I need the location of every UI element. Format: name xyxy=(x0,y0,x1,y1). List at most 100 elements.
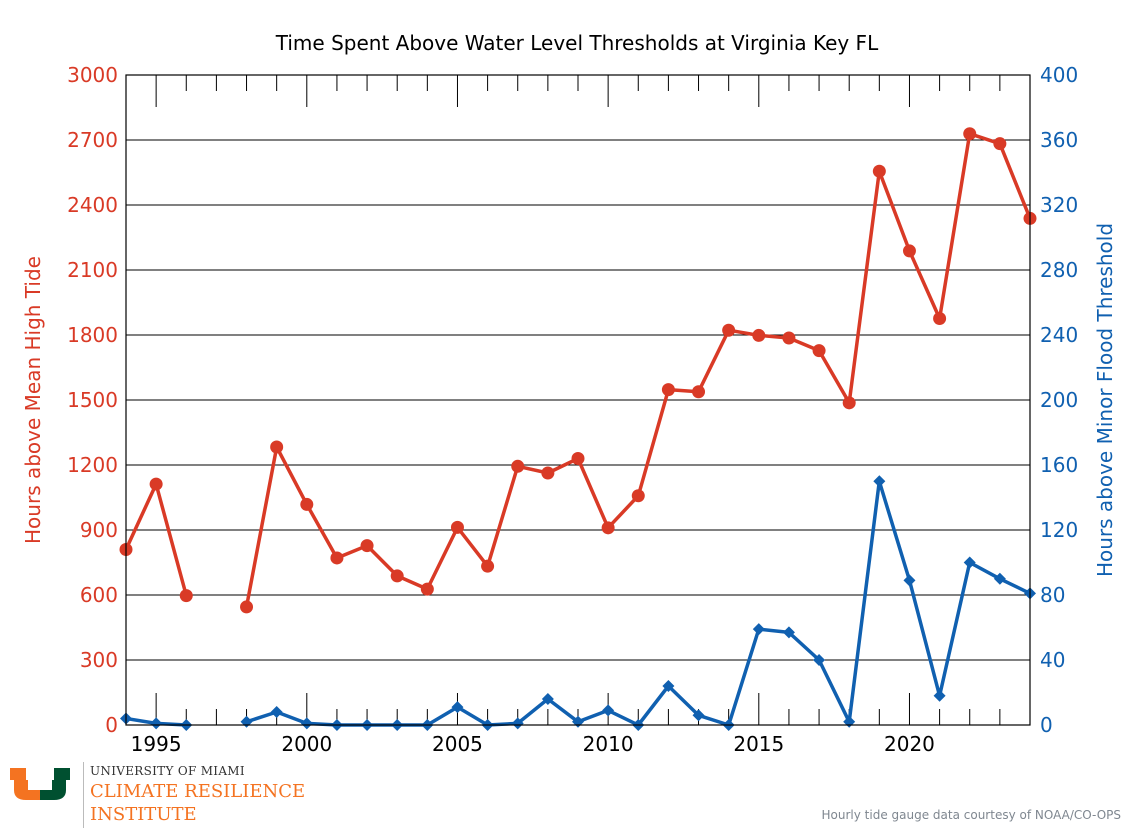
data-point xyxy=(390,569,404,583)
logo-divider xyxy=(83,762,84,828)
data-point xyxy=(150,717,163,730)
y-left-tick-label: 1800 xyxy=(67,323,118,347)
u-logo-green-curve xyxy=(40,780,66,800)
data-point xyxy=(873,475,886,488)
data-point xyxy=(541,466,555,480)
y-left-tick-label: 1200 xyxy=(67,453,118,477)
data-point xyxy=(812,344,826,358)
y-right-tick-label: 40 xyxy=(1040,648,1065,672)
data-point xyxy=(149,477,163,491)
data-point xyxy=(842,396,856,410)
y-left-tick-label: 900 xyxy=(80,518,118,542)
data-credit: Hourly tide gauge data courtesy of NOAA/… xyxy=(821,808,1121,822)
data-point xyxy=(692,385,706,399)
data-point xyxy=(782,331,796,345)
data-point xyxy=(963,127,977,141)
y-left-tick-label: 3000 xyxy=(67,63,118,87)
y-left-tick-label: 600 xyxy=(80,583,118,607)
series-line xyxy=(245,479,1031,727)
data-point xyxy=(601,521,615,535)
grid-lines xyxy=(126,139,1030,661)
data-point xyxy=(872,164,886,178)
y-axis-left-ticks: 0 300 600 900 1200 1500 1800 2100 2400 2700 3000 xyxy=(67,63,118,737)
data-point xyxy=(270,440,284,454)
series-mean-high-tide xyxy=(119,127,1037,614)
y-axis-right-ticks: 0 40 80 120 160 200 240 280 320 360 400 xyxy=(1040,63,1078,737)
x-tick-label: 1995 xyxy=(131,732,182,756)
logo-text: UNIVERSITY OF MIAMI CLIMATE RESILIENCE I… xyxy=(90,764,305,824)
data-point xyxy=(330,551,344,565)
chart-title: Time Spent Above Water Level Thresholds … xyxy=(275,31,879,55)
data-point xyxy=(451,701,464,714)
u-logo-icon xyxy=(10,768,70,800)
y-left-tick-label: 0 xyxy=(105,713,118,737)
data-point xyxy=(631,489,645,503)
y-right-tick-label: 320 xyxy=(1040,193,1078,217)
x-tick-label: 2005 xyxy=(432,732,483,756)
data-point xyxy=(903,574,916,587)
series-minor-flood xyxy=(120,475,1036,731)
y-right-tick-label: 200 xyxy=(1040,388,1078,412)
data-point xyxy=(963,556,976,569)
x-tick-label: 2020 xyxy=(884,732,935,756)
data-point xyxy=(993,137,1007,151)
data-point xyxy=(661,383,675,397)
y-axis-right-label: Hours above Minor Flood Threshold xyxy=(1093,223,1117,577)
y-right-tick-label: 80 xyxy=(1040,583,1065,607)
data-point xyxy=(270,706,283,718)
y-right-tick-label: 400 xyxy=(1040,63,1078,87)
y-right-tick-label: 280 xyxy=(1040,258,1078,282)
logo-institute-line1: CLIMATE RESILIENCE xyxy=(90,781,306,802)
data-point xyxy=(933,312,947,326)
series-line xyxy=(124,482,188,597)
x-axis-ticks: 1995 2000 2005 2010 2015 2020 xyxy=(125,75,1031,756)
u-logo-orange-left xyxy=(10,768,26,780)
data-point xyxy=(993,572,1006,585)
y-right-tick-label: 0 xyxy=(1040,713,1053,737)
u-logo-green-right xyxy=(54,768,70,780)
x-tick-label: 2015 xyxy=(733,732,784,756)
x-tick-label: 2010 xyxy=(583,732,634,756)
university-logo: UNIVERSITY OF MIAMI CLIMATE RESILIENCE I… xyxy=(10,762,310,830)
y-axis-left-label: Hours above Mean High Tide xyxy=(21,256,45,544)
data-point xyxy=(300,497,314,511)
data-point xyxy=(782,626,795,639)
data-point xyxy=(752,328,766,342)
data-point xyxy=(602,704,615,717)
data-point xyxy=(511,459,525,473)
data-point xyxy=(571,452,585,465)
data-point xyxy=(813,654,826,666)
y-right-tick-label: 360 xyxy=(1040,128,1078,152)
data-point xyxy=(481,559,495,573)
data-point xyxy=(240,600,254,614)
data-point xyxy=(450,520,464,534)
data-point xyxy=(902,244,916,258)
u-logo-orange-curve xyxy=(14,780,40,800)
data-point xyxy=(662,680,675,692)
data-point xyxy=(511,717,524,730)
data-point xyxy=(360,539,374,553)
data-point xyxy=(179,589,193,603)
data-point xyxy=(722,323,736,337)
y-left-tick-label: 2700 xyxy=(67,128,118,152)
logo-university: UNIVERSITY OF MIAMI xyxy=(90,764,245,778)
y-left-tick-label: 1500 xyxy=(67,388,118,412)
logo-institute-line2: INSTITUTE xyxy=(90,804,197,825)
x-tick-label: 2000 xyxy=(281,732,332,756)
y-right-tick-label: 120 xyxy=(1040,518,1078,542)
y-left-tick-label: 300 xyxy=(80,648,118,672)
data-point xyxy=(420,582,434,596)
y-left-tick-label: 2400 xyxy=(67,193,118,217)
data-point xyxy=(541,693,554,705)
y-right-tick-label: 240 xyxy=(1040,323,1078,347)
plot-frame xyxy=(125,74,1031,726)
data-point xyxy=(240,715,253,728)
data-point xyxy=(692,709,705,722)
data-point xyxy=(843,715,856,728)
data-point xyxy=(300,717,313,730)
data-point xyxy=(752,623,765,636)
data-point xyxy=(933,689,946,702)
y-left-tick-label: 2100 xyxy=(67,258,118,282)
y-right-tick-label: 160 xyxy=(1040,453,1078,477)
